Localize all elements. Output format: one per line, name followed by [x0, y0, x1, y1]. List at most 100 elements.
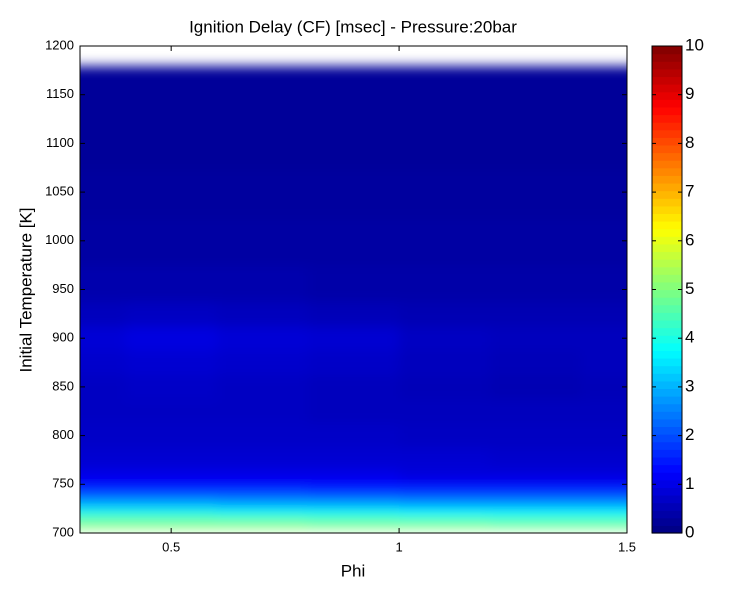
heatmap-cell: [80, 70, 127, 120]
heatmap-cell: [307, 66, 400, 71]
colorbar-swatch: [652, 46, 682, 55]
heatmap-cell: [125, 423, 218, 449]
heatmap-cell: [399, 399, 491, 424]
heatmap-cell: [490, 119, 582, 169]
heatmap-cell: [399, 265, 491, 303]
colorbar-swatch: [652, 266, 682, 275]
colorbar-swatch: [652, 403, 682, 412]
heatmap-cell: [399, 66, 491, 71]
heatmap-cell: [125, 518, 218, 529]
colorbar-swatch: [652, 160, 682, 169]
heatmap-cell: [490, 447, 582, 468]
heatmap-cell: [80, 479, 127, 490]
heatmap-cell: [581, 399, 627, 424]
colorbar-swatch: [652, 106, 682, 116]
y-tick-label: 750: [52, 476, 74, 491]
heatmap-cell: [399, 423, 491, 449]
heatmap-cell: [216, 326, 309, 351]
heatmap-cell: [490, 216, 582, 266]
colorbar-swatch: [652, 434, 682, 443]
heatmap-cell: [307, 301, 400, 327]
heatmap-cell: [307, 467, 400, 480]
colorbar-swatch: [652, 365, 682, 374]
heatmap-cell: [307, 326, 400, 351]
heatmap-cell: [581, 70, 627, 120]
colorbar-swatch: [652, 510, 682, 519]
heatmap-cell: [125, 167, 218, 217]
colorbar-swatch: [652, 479, 682, 488]
heatmap-cell: [399, 447, 491, 468]
colorbar-swatch: [652, 502, 682, 511]
heatmap-cell: [80, 301, 127, 327]
heatmap-cell: [125, 498, 218, 510]
colorbar-swatch: [652, 122, 682, 131]
heatmap-cell: [399, 479, 491, 490]
heatmap-cell: [307, 70, 400, 120]
colorbar-swatch: [652, 53, 682, 62]
heatmap-cell: [581, 326, 627, 351]
heatmap-cell: [490, 265, 582, 303]
heatmap-cell: [216, 467, 309, 480]
colorbar-swatch: [652, 388, 682, 397]
heatmap-cell: [490, 518, 582, 529]
x-tick-label: 0.5: [162, 539, 180, 554]
colorbar-swatch: [652, 297, 682, 306]
heatmap-cell: [399, 119, 491, 169]
heatmap-cell: [581, 447, 627, 468]
heatmap-cell: [216, 423, 309, 449]
heatmap-cell: [216, 489, 309, 500]
colorbar-swatch: [652, 167, 682, 176]
colorbar-swatch: [652, 319, 682, 329]
heatmap-cell: [581, 216, 627, 266]
heatmap-cell: [80, 498, 127, 510]
heatmap-cell: [399, 508, 491, 519]
heatmap-cell: [307, 265, 400, 303]
heatmap-cell: [216, 518, 309, 529]
y-tick-label: 850: [52, 378, 74, 393]
heatmap-cell: [80, 66, 127, 71]
x-axis-label: Phi: [341, 561, 366, 580]
heatmap-cell: [307, 423, 400, 449]
colorbar-swatch: [652, 281, 682, 291]
colorbar-swatch: [652, 84, 682, 93]
heatmap-cell: [80, 265, 127, 303]
y-tick-label: 900: [52, 330, 74, 345]
colorbar-swatch: [652, 129, 682, 138]
heatmap-cell: [216, 399, 309, 424]
heatmap-cell: [307, 518, 400, 529]
y-tick-label: 1100: [46, 135, 74, 150]
heatmap-cell: [80, 119, 127, 169]
heatmap-cell: [80, 447, 127, 468]
heatmap-cell: [581, 508, 627, 519]
heatmap-cell: [80, 467, 127, 480]
colorbar-swatch: [652, 441, 682, 450]
colorbar-swatch: [652, 342, 682, 351]
heatmap-cell: [399, 350, 491, 376]
heatmap-cell: [125, 374, 218, 400]
colorbar-swatch: [652, 152, 682, 161]
heatmap-cell: [125, 479, 218, 490]
heatmap-cell: [399, 467, 491, 480]
colorbar-swatch: [652, 190, 682, 199]
heatmap-cell: [399, 518, 491, 529]
heatmap-cell: [490, 374, 582, 400]
colorbar-tick-label: 10: [685, 35, 704, 54]
heatmap-cell: [399, 498, 491, 510]
heatmap-cell: [80, 399, 127, 424]
heatmap-cell: [581, 423, 627, 449]
heatmap-cell: [80, 167, 127, 217]
heatmap-cell: [80, 326, 127, 351]
heatmap-cell: [581, 489, 627, 500]
heatmap-cell: [125, 70, 218, 120]
heatmap-cell: [216, 350, 309, 376]
colorbar-swatch: [652, 243, 682, 253]
colorbar-swatch: [652, 426, 682, 435]
heatmap-cell: [307, 447, 400, 468]
heatmap-cell: [581, 479, 627, 490]
colorbar-swatch: [652, 198, 682, 207]
colorbar-swatch: [652, 373, 682, 382]
colorbar-swatch: [652, 289, 682, 298]
heatmap-cell: [125, 265, 218, 303]
y-tick-label: 800: [52, 427, 74, 442]
heatmap-cell: [216, 508, 309, 519]
